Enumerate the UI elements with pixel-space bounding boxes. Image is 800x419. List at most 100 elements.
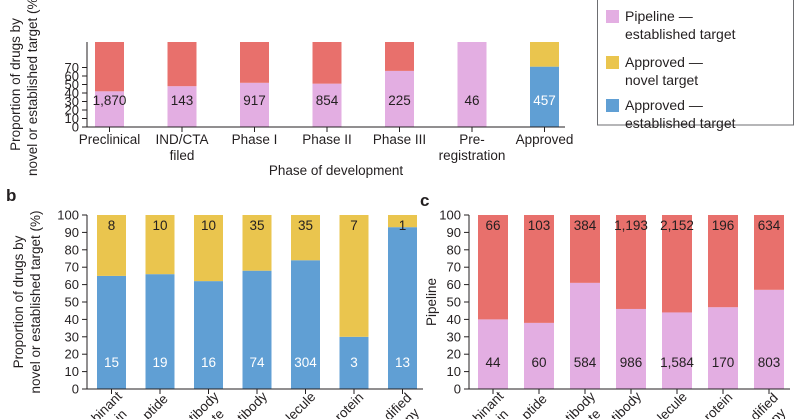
data-label-b-1-6: 1 [399,218,407,233]
x-tick-line-a-0-0: Preclinical [79,132,141,147]
panel-b: 158binantein1910ptide1610tibodyate7435ti… [6,186,423,419]
x-tick-label-a-1: IND/CTA filed [156,132,209,163]
x-tick-label-a-6: Approved [516,132,574,147]
x-tick-line-b-4-0: lecule [283,389,319,419]
legend-label-line1-1: Approved — [625,54,703,70]
x-tick-line-c-4-0: lecule [654,389,690,419]
y-tick-label-a-3: 30 [65,94,79,109]
x-tick-label-c-4: lecule [654,389,690,419]
y-tick-label-c-0: 0 [454,382,461,397]
x-tick-line-c-1-0: ptide [519,391,550,419]
bar-a-1-6 [530,42,559,67]
bar-c-0-0 [478,319,508,389]
y-tick-label-a-6: 60 [65,69,79,84]
bar-c-1-4 [662,215,692,313]
legend-swatch-0 [606,10,619,23]
x-tick-label-c-6: difiedapy [747,390,792,419]
bar-a-0-2 [240,82,269,127]
x-tick-label-b-0: binantein [88,388,136,419]
y-tick-label-a-0: 0 [72,120,79,135]
data-label-b-0-1: 19 [152,355,167,370]
x-tick-line-a-4-0: Phase III [373,132,426,147]
y-tick-label-a-5: 50 [65,77,79,92]
y-axis-label-c: Pipeline [424,278,439,326]
y-tick-label-a-2: 20 [65,103,79,118]
legend-swatch-1 [606,56,619,69]
y-axis-label-b: Proportion of drugs by novel or establish… [11,210,43,393]
y-tick-label-c-8: 80 [447,242,461,257]
x-tick-line-b-5-0: rotein [332,390,366,419]
data-label-c-1-2: 384 [574,218,597,233]
data-label-a-0-6: 457 [533,93,556,108]
bar-a-1-3 [312,42,342,84]
bar-b-0-5 [339,336,369,389]
bar-c-1-6 [754,215,784,290]
bar-a-1-1 [167,42,197,87]
y-axis-label-line1-a: Proportion of drugs by [8,18,23,151]
x-tick-label-c-5: rotein [701,390,735,419]
legend-swatch-2 [606,99,619,112]
data-label-c-0-5: 170 [712,355,735,370]
data-label-c-0-0: 44 [485,355,501,370]
y-tick-label-b-3: 30 [65,329,79,344]
data-label-b-1-2: 10 [201,218,216,233]
bar-b-0-2 [194,281,223,389]
y-tick-label-b-0: 0 [72,382,79,397]
data-label-c-1-5: 196 [712,218,735,233]
y-tick-label-b-2: 20 [65,347,79,362]
y-tick-label-a-1: 10 [65,111,79,126]
data-label-a-0-3: 854 [316,93,339,108]
legend: Pipeline — established target Approved — no… [597,0,794,131]
x-tick-label-b-2: tibodyate [186,389,234,419]
data-label-b-1-1: 10 [152,218,167,233]
data-label-a-0-0: 1,870 [93,93,127,108]
data-label-b-1-0: 8 [108,218,116,233]
y-tick-label-b-5: 50 [65,295,79,310]
data-label-a-0-1: 143 [171,93,194,108]
bar-c-0-4 [662,312,692,389]
x-tick-label-b-5: rotein [332,390,366,419]
bar-b-0-1 [145,274,175,389]
bar-b-1-2 [194,215,223,282]
bar-c-1-1 [524,215,554,323]
bar-c-0-1 [524,322,554,389]
bar-c-1-3 [616,215,646,309]
y-axis-label-a: Proportion of drugs by novel or establish… [8,0,40,176]
data-label-b-0-3: 74 [249,355,265,370]
bar-a-0-5 [457,42,487,127]
data-label-c-0-4: 1,584 [660,355,694,370]
data-label-c-0-6: 803 [758,355,781,370]
x-tick-line-a-5-0: Pre- [459,132,485,147]
y-tick-label-a-7: 70 [65,60,79,75]
data-label-a-0-4: 225 [388,93,411,108]
panel-c: 44 66 binantein 60 103 ptide 584 384 tibodyate 98… [420,191,792,419]
y-axis-label-line1-b: Proportion of drugs by [11,235,26,368]
data-label-c-1-3: 1,193 [614,218,648,233]
x-tick-line-a-2-0: Phase I [232,132,278,147]
legend-label-line2-1: novel target [625,72,698,88]
data-label-b-0-5: 3 [350,355,358,370]
x-tick-label-b-3: tibody [234,389,270,419]
bar-b-1-1 [145,215,175,275]
data-label-b-0-2: 16 [201,355,216,370]
data-label-c-1-0: 66 [485,218,500,233]
legend-label-line2-2: established target [625,115,736,131]
legend-label-line1-0: Pipeline — [625,8,693,24]
bar-b-1-0 [97,215,126,276]
bar-b-0-6 [388,227,417,389]
bar-a-1-2 [240,42,269,83]
bar-c-1-5 [708,215,738,308]
legend-label-0: Pipeline — established target [625,8,736,42]
x-tick-line-c-5-0: rotein [701,390,735,419]
bar-c-0-2 [570,282,600,389]
y-tick-label-c-9: 90 [447,225,461,240]
x-tick-label-c-2: tibodyate [562,389,610,419]
data-label-c-1-4: 2,152 [660,218,694,233]
bar-b-0-3 [242,270,272,389]
data-label-c-1-1: 103 [528,218,551,233]
legend-label-line2-0: established target [625,26,736,42]
x-tick-label-b-4: lecule [283,389,319,419]
panel-letter-b: b [6,186,16,205]
x-tick-label-c-1: ptide [519,391,550,419]
bar-a-0-1 [167,86,197,127]
